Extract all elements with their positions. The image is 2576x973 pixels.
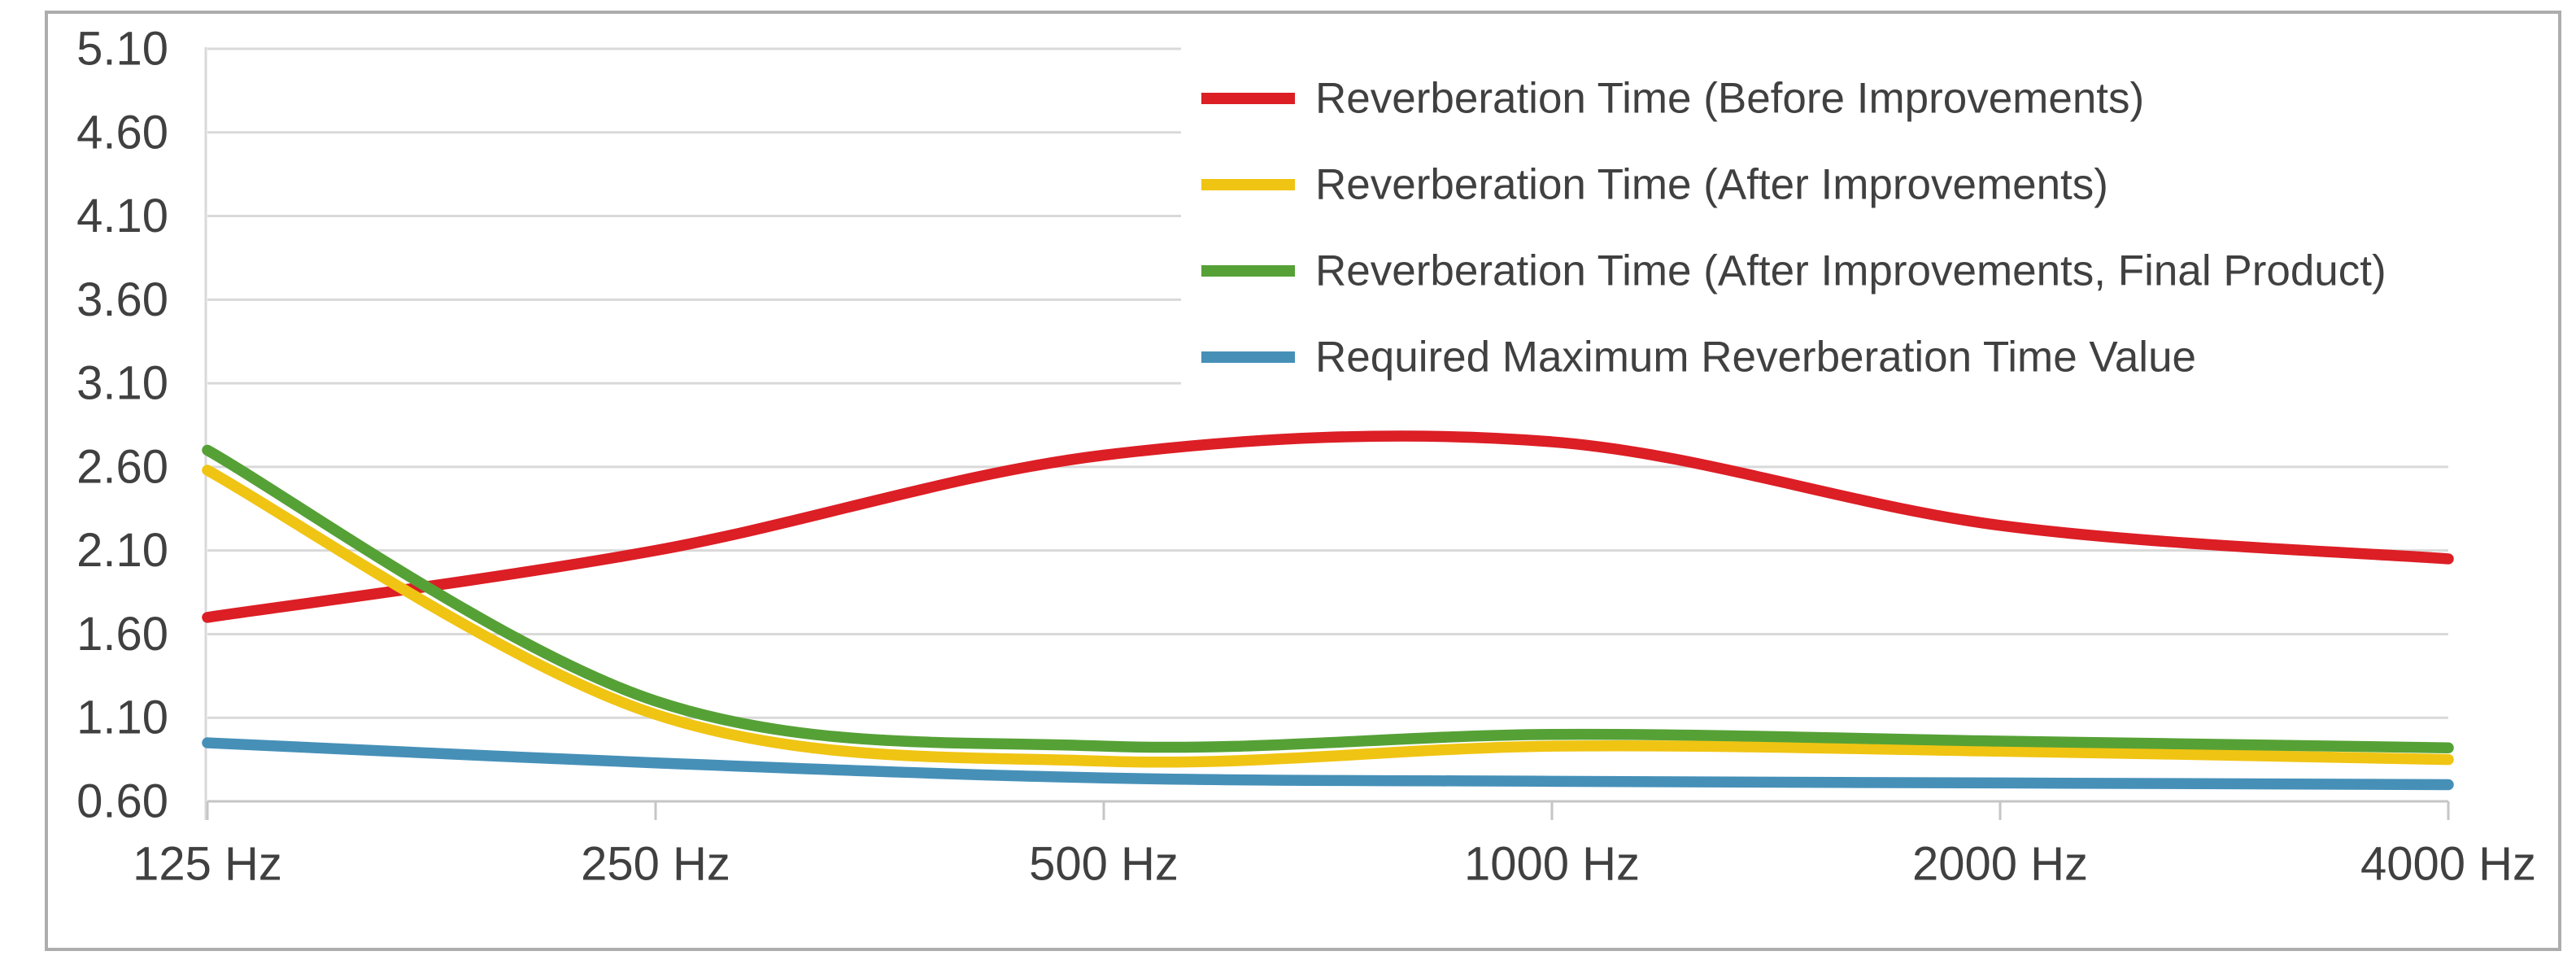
y-axis-label: 0.60 [76,775,168,828]
y-axis-label: 3.60 [76,273,168,326]
x-axis-label: 125 Hz [133,838,282,891]
y-axis-label: 1.60 [76,608,168,661]
x-axis-label: 4000 Hz [2360,838,2536,891]
y-axis-label: 4.10 [76,190,168,242]
legend-label-reverberation-time-after-improvements-final-product: Reverberation Time (After Improvements, … [1315,247,2386,295]
series-line-reverberation-time-before-improvements [202,430,2454,623]
y-axis-label: 3.10 [76,357,168,410]
x-axis-label: 2000 Hz [1912,838,2088,891]
legend-label-reverberation-time-before-improvements: Reverberation Time (Before Improvements) [1315,75,2144,123]
legend-label-reverberation-time-after-improvements: Reverberation Time (After Improvements) [1315,161,2108,209]
legend-label-required-maximum-reverberation-time-value: Required Maximum Reverberation Time Valu… [1315,334,2196,382]
y-axis-label: 5.10 [76,23,168,76]
series-line-reverberation-time-after-improvements [202,465,2454,768]
series-line-required-maximum-reverberation-time-value [202,737,2454,791]
y-axis-label: 2.10 [76,524,168,577]
x-axis-label: 500 Hz [1029,838,1179,891]
y-axis-label: 1.10 [76,692,168,744]
x-axis-label: 250 Hz [581,838,730,891]
y-axis-label: 4.60 [76,106,168,159]
legend-box [1181,45,2538,404]
y-axis-label: 2.60 [76,440,168,493]
x-axis-label: 1000 Hz [1464,838,1640,891]
series-line-reverberation-time-after-improvements-final-product [202,444,2454,753]
